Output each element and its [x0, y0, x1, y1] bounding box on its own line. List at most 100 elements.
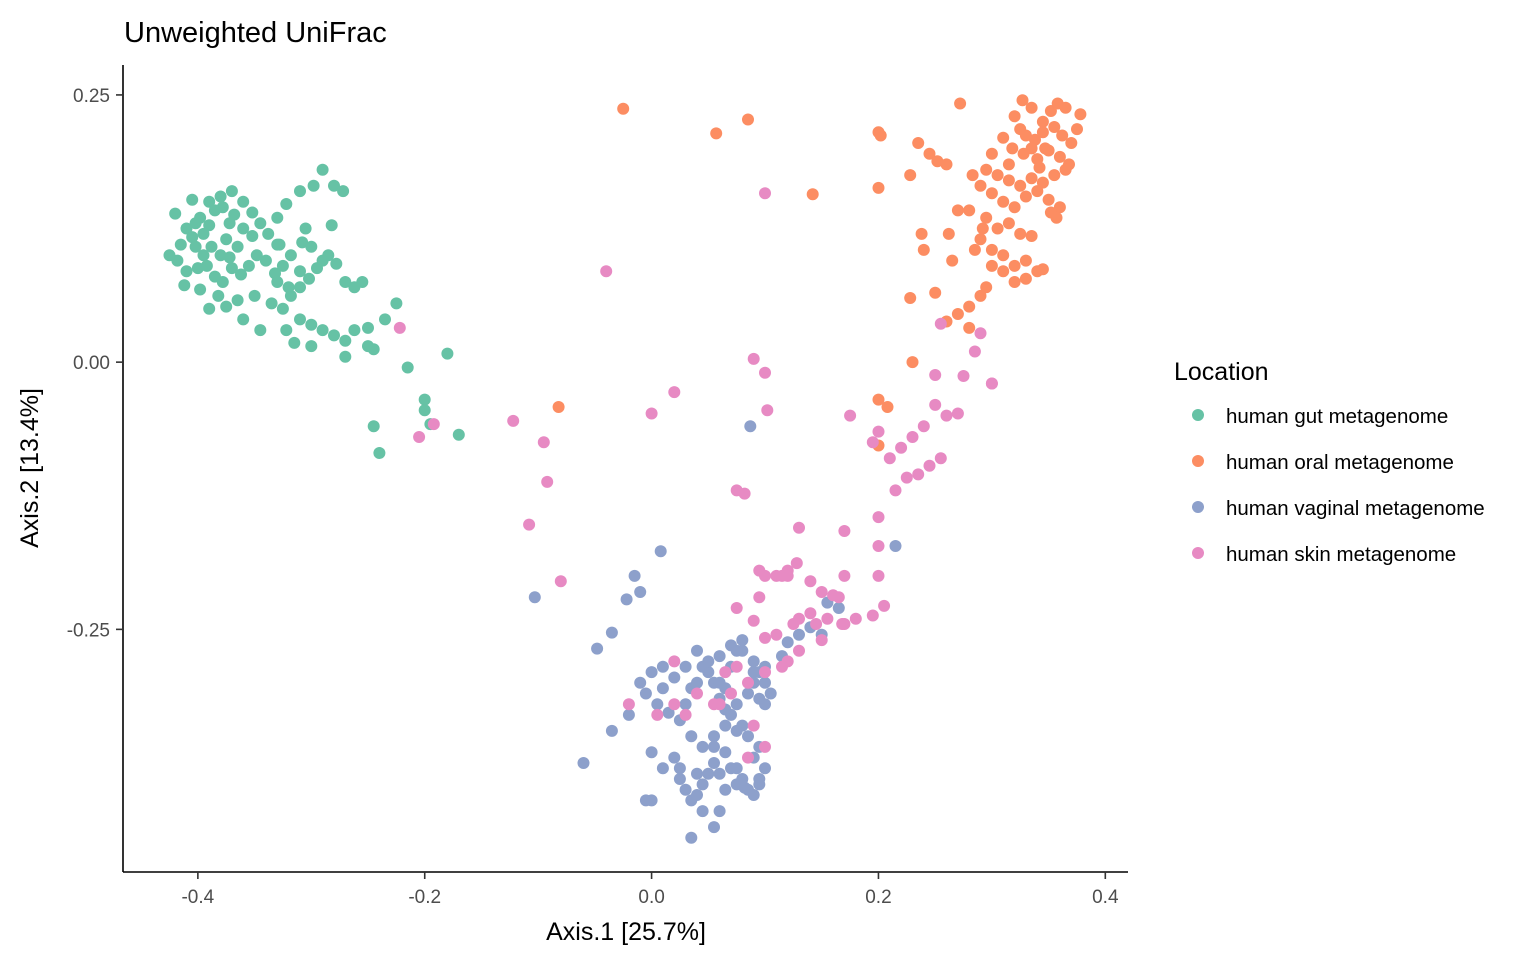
data-point	[1050, 211, 1063, 224]
data-point	[708, 821, 720, 834]
data-point	[1008, 201, 1021, 214]
data-point	[974, 289, 987, 302]
data-point	[679, 698, 692, 711]
data-point	[452, 428, 465, 441]
data-point	[208, 270, 221, 283]
data-point	[1039, 142, 1052, 155]
data-point	[668, 386, 681, 399]
data-point	[744, 420, 757, 433]
data-point	[280, 324, 293, 337]
data-point	[307, 179, 320, 192]
data-point	[552, 401, 565, 413]
data-point	[730, 602, 743, 614]
data-point	[951, 407, 964, 420]
data-point	[1025, 142, 1038, 155]
data-point	[254, 217, 267, 230]
legend-title: Location	[1174, 358, 1269, 386]
data-point	[337, 185, 350, 198]
data-point	[528, 591, 541, 604]
data-point	[747, 614, 760, 627]
data-point	[997, 265, 1010, 278]
legend-label: human oral metagenome	[1226, 451, 1454, 474]
data-point	[220, 300, 233, 313]
data-point	[759, 631, 771, 644]
data-point	[917, 420, 930, 433]
data-point	[294, 313, 306, 326]
data-point	[730, 762, 743, 775]
data-point	[237, 195, 250, 208]
data-point	[872, 540, 885, 552]
data-point	[815, 586, 828, 598]
data-point	[966, 169, 979, 182]
data-point	[1059, 163, 1072, 176]
data-point	[976, 222, 989, 235]
data-point	[305, 340, 318, 353]
data-point	[203, 302, 216, 315]
data-point	[413, 431, 426, 443]
data-point	[294, 185, 306, 198]
data-point	[753, 564, 766, 577]
data-point	[708, 730, 720, 743]
data-point	[362, 321, 374, 334]
data-point	[1025, 172, 1038, 185]
data-point	[178, 279, 191, 292]
data-point	[231, 294, 244, 307]
data-point	[957, 370, 970, 382]
data-point	[747, 655, 760, 668]
data-point	[668, 751, 681, 764]
data-point	[997, 195, 1010, 208]
data-point	[645, 746, 658, 759]
data-point	[628, 569, 641, 582]
data-point	[730, 698, 743, 711]
data-point	[294, 281, 306, 294]
data-point	[832, 602, 845, 614]
data-point	[713, 650, 726, 663]
data-point	[874, 129, 887, 142]
data-point	[980, 163, 993, 176]
data-point	[1014, 179, 1027, 192]
data-point	[163, 249, 176, 262]
data-point	[753, 591, 766, 604]
data-point	[186, 193, 199, 206]
data-point	[759, 762, 771, 775]
data-point	[620, 593, 633, 606]
data-point	[303, 272, 315, 285]
data-point	[934, 452, 947, 465]
data-point	[639, 687, 652, 700]
data-point	[770, 628, 783, 641]
data-point	[668, 698, 681, 711]
data-point	[806, 188, 819, 201]
data-point	[713, 676, 726, 689]
data-point	[639, 794, 652, 807]
data-point	[203, 195, 216, 208]
data-point	[316, 163, 329, 176]
data-point	[753, 773, 766, 785]
data-point	[1019, 190, 1032, 203]
data-point	[883, 452, 896, 465]
data-point	[231, 240, 244, 253]
data-point	[418, 393, 431, 406]
data-point	[254, 324, 267, 337]
data-point	[1025, 230, 1038, 242]
data-point	[742, 676, 754, 689]
data-point	[203, 219, 216, 232]
legend-item: human gut metagenome	[1192, 405, 1448, 428]
data-point	[393, 321, 406, 334]
data-point	[951, 308, 964, 320]
data-point	[1002, 158, 1015, 171]
data-point	[1006, 142, 1019, 155]
data-point	[790, 557, 803, 570]
data-point	[872, 569, 885, 582]
data-point	[330, 257, 343, 270]
data-point	[708, 757, 720, 769]
data-point	[305, 318, 318, 331]
legend-key	[1192, 501, 1204, 513]
data-point	[710, 127, 723, 140]
data-point	[1036, 176, 1049, 189]
legend-items: human gut metagenome human oral metagenom…	[1192, 405, 1485, 566]
x-axis-ticks: -0.4 -0.2 0.0 0.2 0.4	[181, 872, 1119, 908]
data-point	[284, 249, 297, 262]
data-point	[288, 336, 301, 349]
data-point	[974, 327, 987, 340]
data-point	[673, 762, 686, 775]
